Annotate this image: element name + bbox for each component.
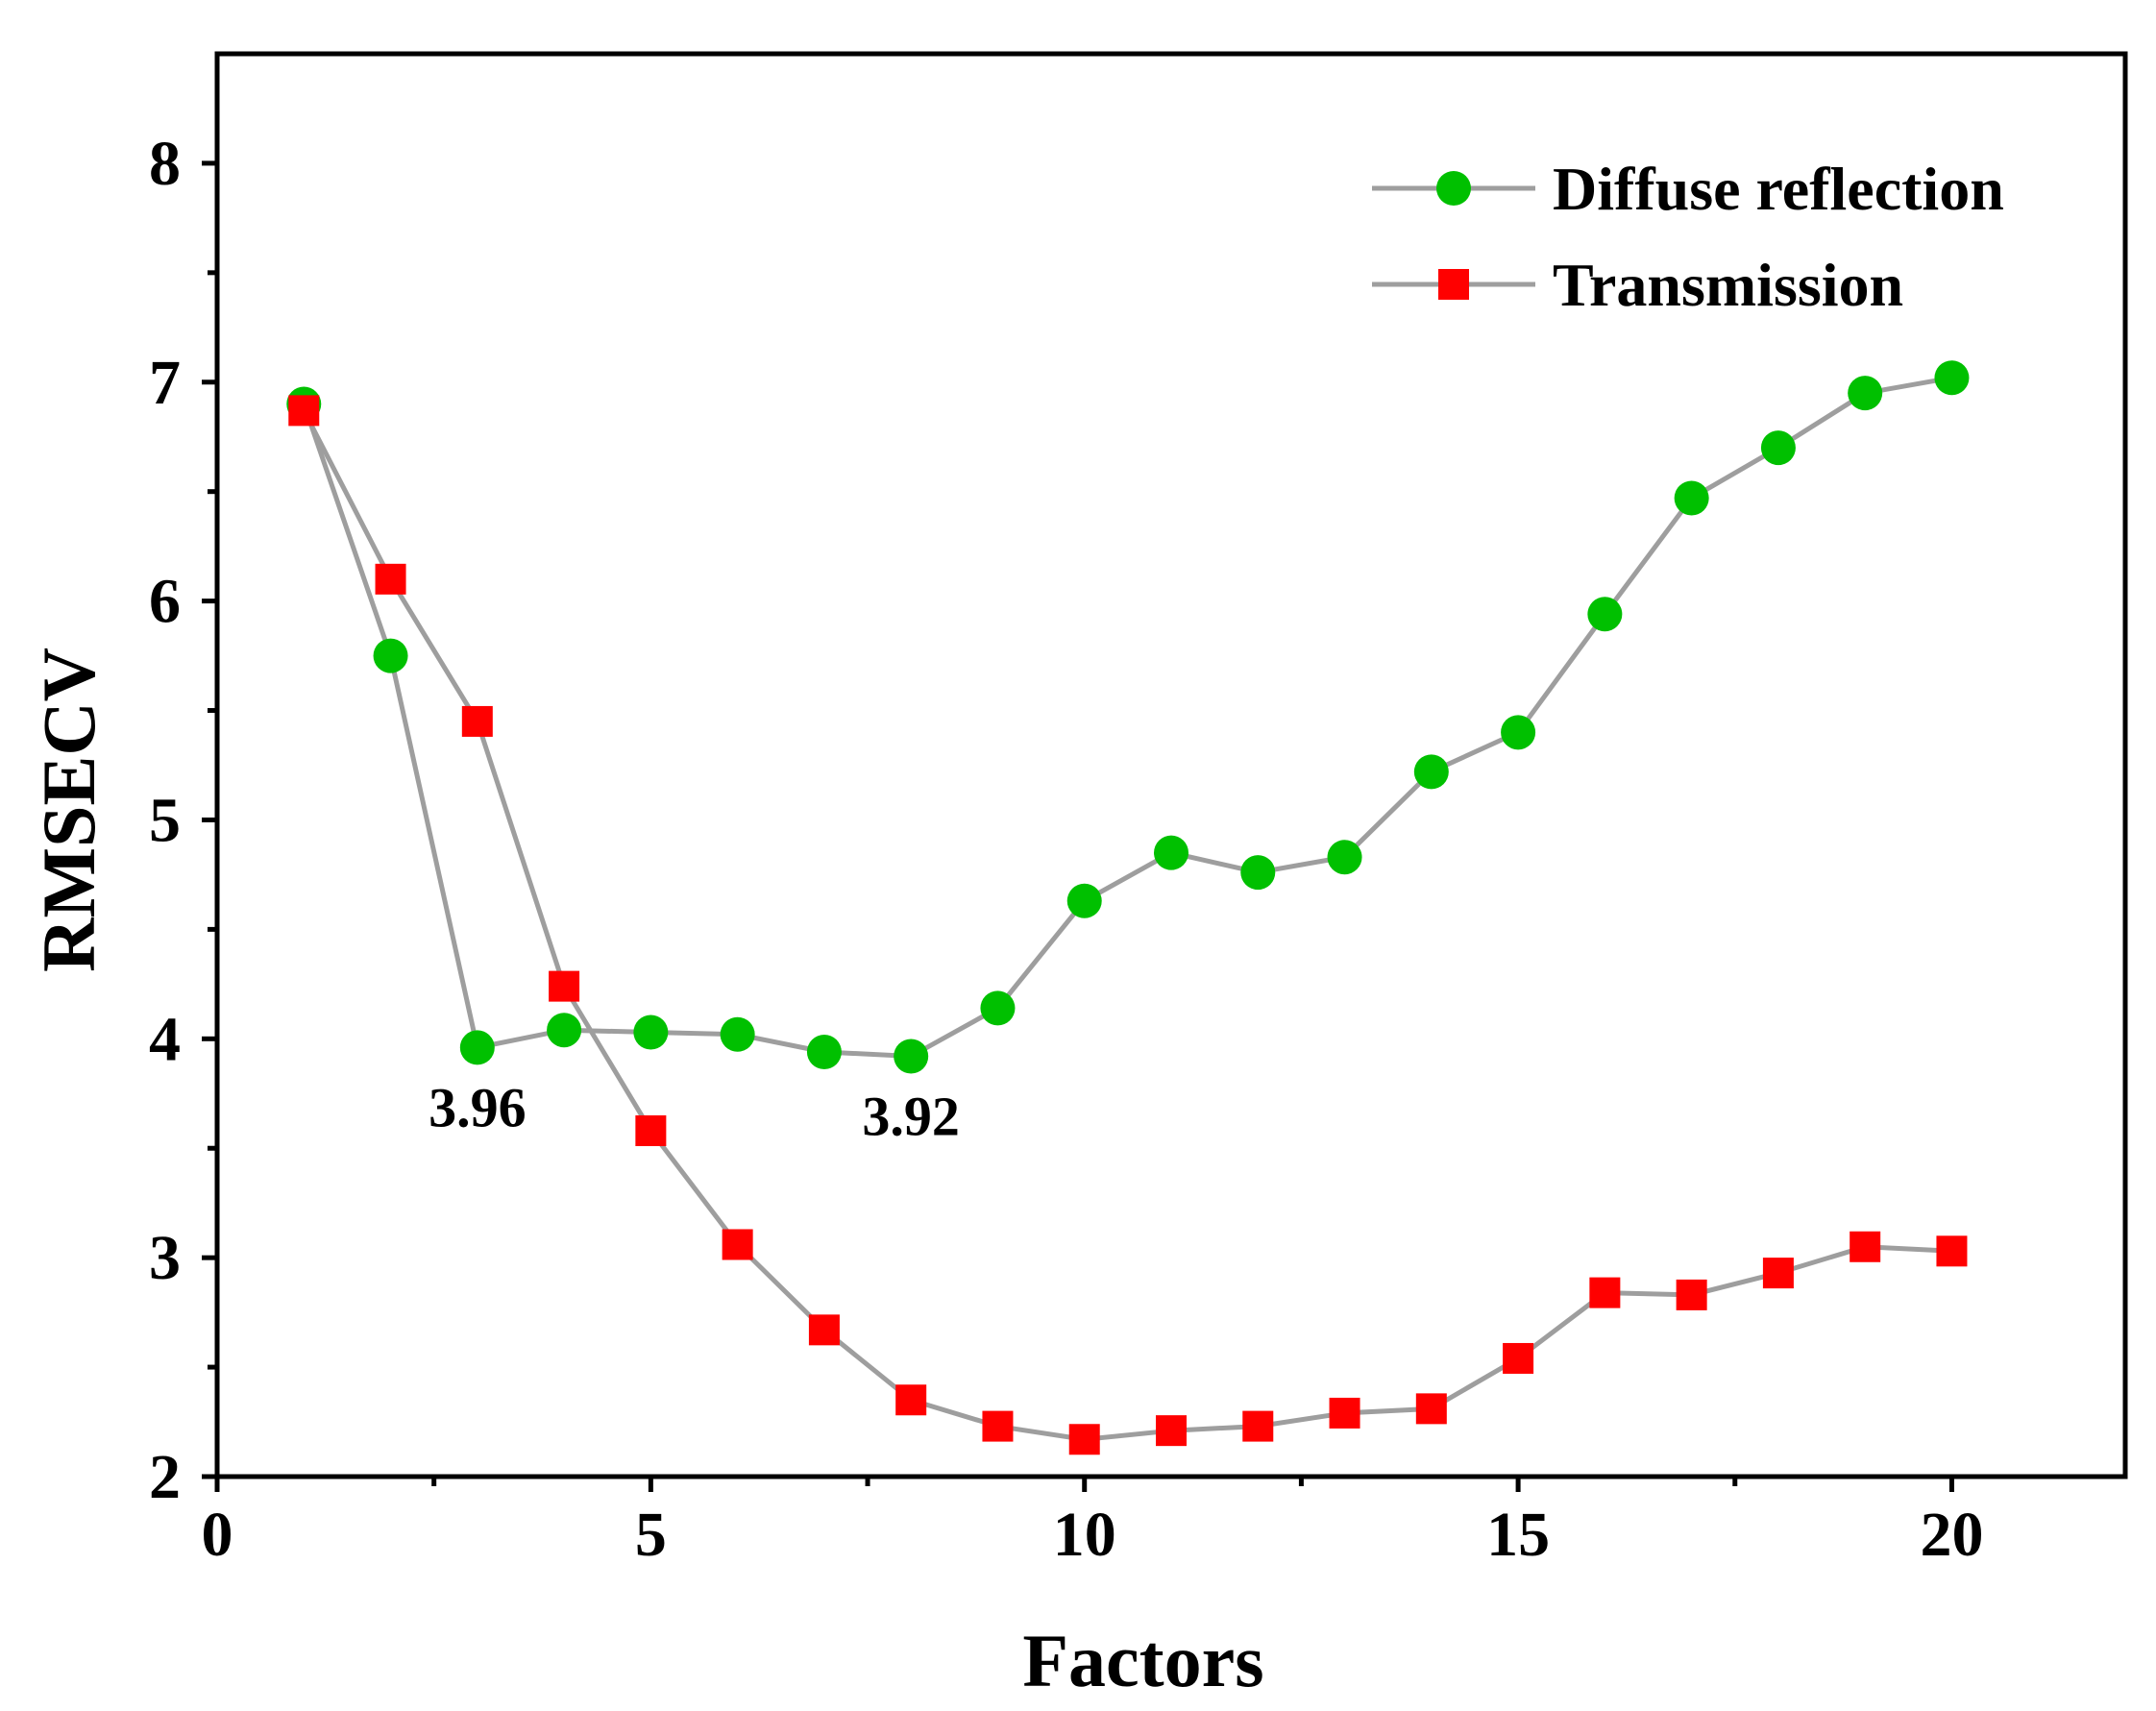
y-tick-label: 5	[149, 785, 181, 855]
data-point-diffuse-reflection	[633, 1014, 669, 1050]
data-point-transmission	[1415, 1393, 1447, 1425]
data-point-transmission	[1329, 1397, 1360, 1429]
data-point-diffuse-reflection	[1154, 835, 1188, 870]
data-point-transmission	[549, 970, 580, 1002]
data-point-transmission	[1503, 1342, 1534, 1374]
y-tick-label: 8	[149, 129, 181, 199]
x-tick-label: 15	[1486, 1500, 1550, 1570]
data-point-transmission	[808, 1314, 840, 1346]
data-point-diffuse-reflection	[459, 1030, 495, 1065]
data-point-transmission	[1850, 1231, 1881, 1262]
annotation-label: 3.92	[862, 1086, 960, 1148]
y-tick-label: 3	[149, 1223, 181, 1293]
legend-group: Diffuse reflection Transmission	[1372, 155, 2004, 319]
data-point-transmission	[288, 395, 320, 427]
data-point-transmission	[982, 1410, 1014, 1442]
x-tick-label: 10	[1053, 1500, 1116, 1570]
series-line-diffuse-reflection	[301, 375, 1952, 1060]
axes-group: 0 5 10 15 20 2 3 4 5 6 7 8	[149, 51, 2128, 1570]
data-point-diffuse-reflection	[1934, 360, 1970, 396]
data-point-diffuse-reflection	[720, 1016, 755, 1052]
legend-label: Diffuse reflection	[1553, 155, 2004, 223]
y-tick-label: 2	[149, 1442, 181, 1512]
data-point-diffuse-reflection	[1760, 430, 1796, 466]
x-tick-label: 5	[635, 1500, 667, 1570]
data-point-diffuse-reflection	[1674, 480, 1709, 516]
data-point-transmission	[635, 1115, 667, 1147]
data-point-transmission	[1936, 1235, 1968, 1267]
data-point-transmission	[1762, 1258, 1794, 1289]
data-point-transmission	[1676, 1279, 1707, 1310]
legend-marker-square	[1438, 269, 1469, 300]
annotation-label: 3.96	[429, 1076, 527, 1138]
data-point-diffuse-reflection	[894, 1039, 929, 1074]
series-group	[286, 360, 1970, 1455]
data-point-transmission	[1589, 1277, 1621, 1308]
data-point-diffuse-reflection	[1848, 376, 1883, 411]
data-point-transmission	[1156, 1415, 1187, 1447]
x-tick-label: 0	[202, 1500, 233, 1570]
data-point-diffuse-reflection	[806, 1034, 842, 1069]
data-point-transmission	[722, 1229, 753, 1260]
data-point-diffuse-reflection	[1066, 883, 1102, 918]
data-point-transmission	[375, 563, 406, 595]
x-tick-label: 20	[1920, 1500, 1983, 1570]
legend-label: Transmission	[1553, 251, 1903, 319]
data-point-diffuse-reflection	[1240, 855, 1276, 891]
plot-frame	[214, 51, 2128, 1479]
axis-titles-group: Factors RMSECV	[27, 648, 1264, 1702]
y-tick-label: 4	[149, 1004, 181, 1074]
data-point-transmission	[1068, 1424, 1100, 1455]
data-point-diffuse-reflection	[1501, 715, 1536, 750]
data-point-diffuse-reflection	[980, 990, 1016, 1026]
y-axis-title: RMSECV	[27, 648, 110, 972]
data-point-diffuse-reflection	[1587, 597, 1623, 632]
y-tick-label: 7	[149, 348, 181, 418]
data-point-transmission	[1242, 1410, 1274, 1442]
data-point-diffuse-reflection	[547, 1013, 582, 1048]
data-point-transmission	[895, 1384, 927, 1416]
annotations-group: 3.96 3.92	[429, 1076, 960, 1147]
data-point-diffuse-reflection	[1327, 840, 1362, 875]
y-tick-label: 6	[149, 567, 181, 637]
data-point-diffuse-reflection	[1413, 754, 1449, 790]
legend-marker-circle	[1436, 171, 1471, 206]
x-axis-title: Factors	[1022, 1619, 1263, 1702]
data-point-transmission	[461, 705, 493, 737]
data-point-diffuse-reflection	[373, 638, 408, 673]
